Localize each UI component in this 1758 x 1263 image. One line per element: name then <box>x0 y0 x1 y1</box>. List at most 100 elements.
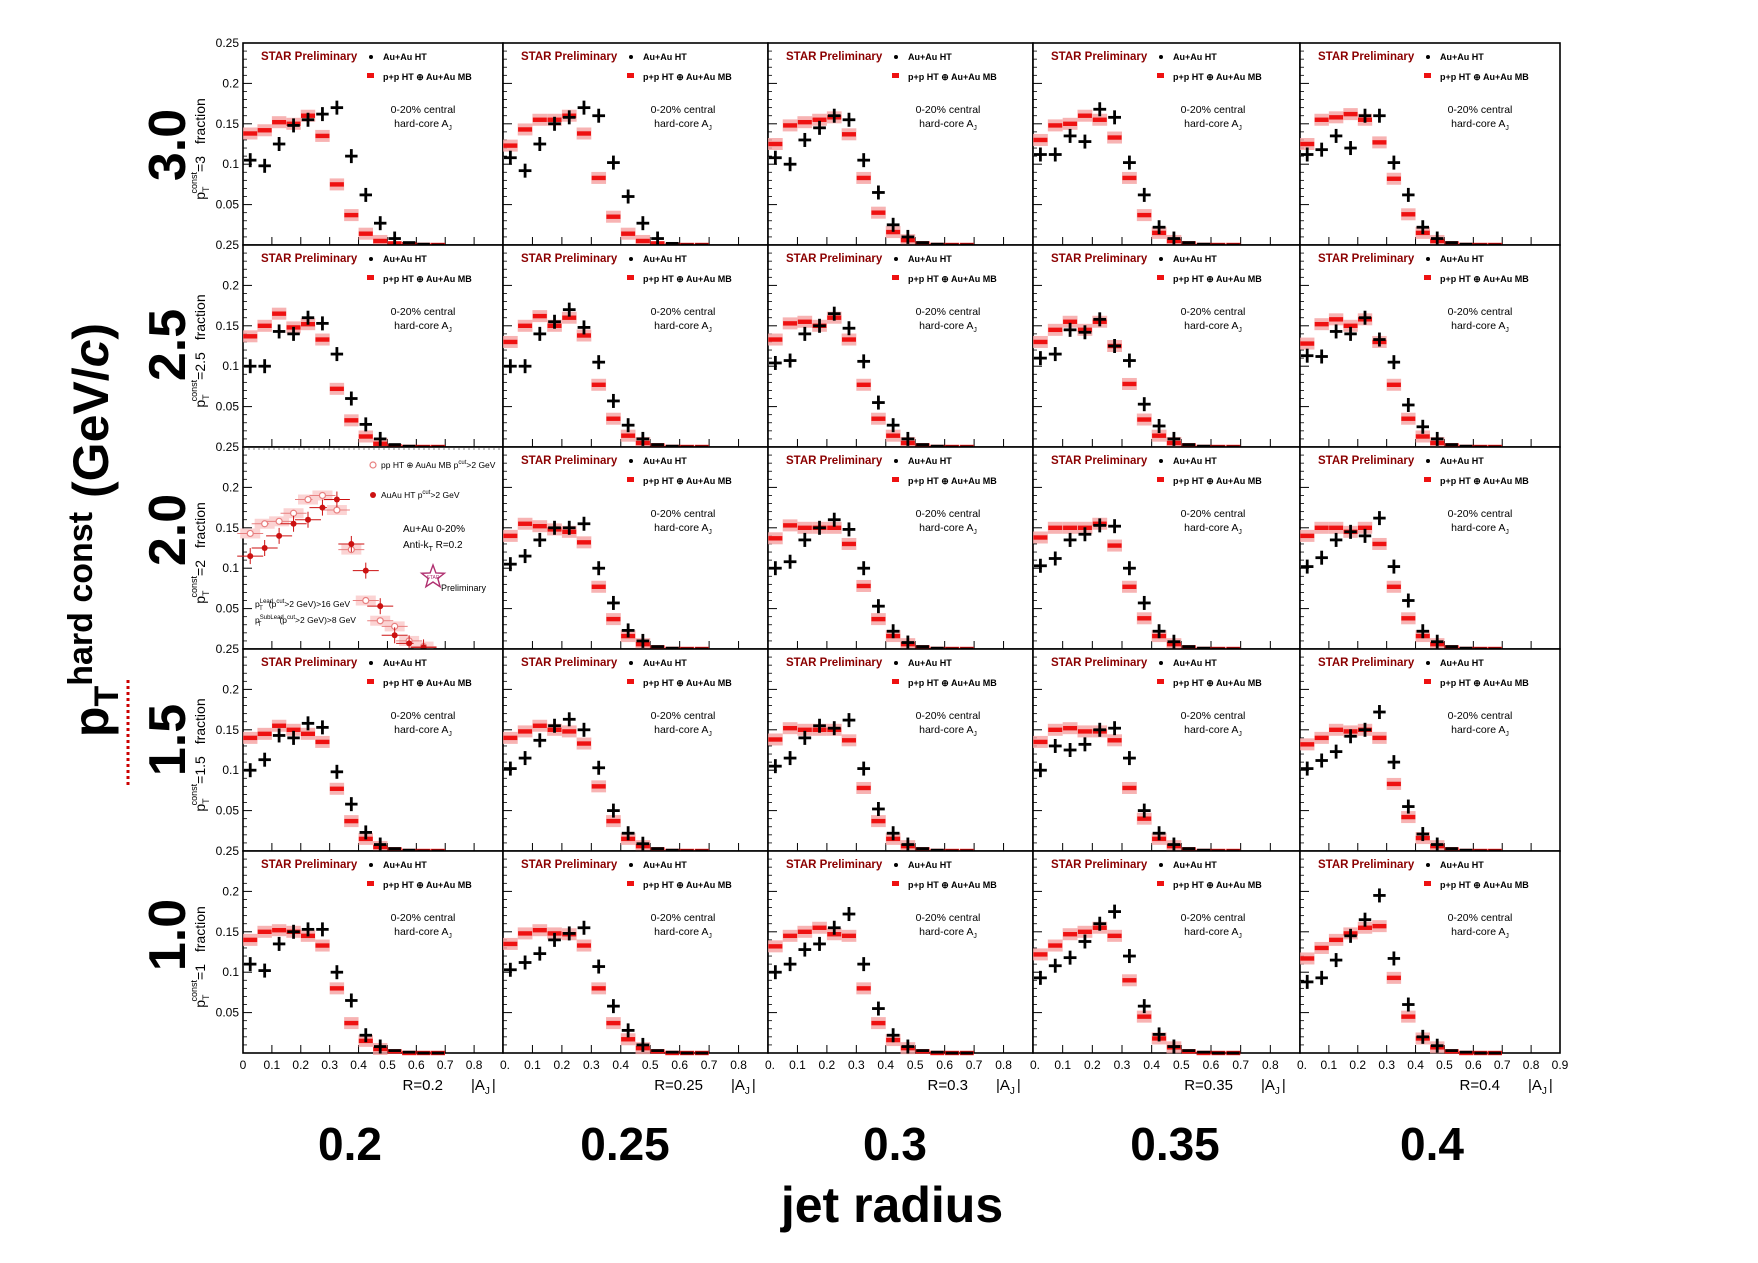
centrality-label: 0-20% central <box>651 710 716 722</box>
legend-pp-label: p+p HT ⊕ Au+Au MB <box>908 274 997 284</box>
legend-pp-label: p+p HT ⊕ Au+Au MB <box>1173 678 1262 688</box>
hardcore-label: hard-core AJ <box>1184 320 1242 334</box>
pp-point <box>1107 135 1122 140</box>
pp-point <box>606 1020 621 1026</box>
pp-point <box>344 1020 359 1026</box>
y-tick-label: 0.1 <box>222 157 239 171</box>
pp-point <box>768 944 783 949</box>
y-tick-label: 0.1 <box>222 965 239 979</box>
x-tick-label: 0.5 <box>1436 1058 1453 1072</box>
pp-point <box>856 986 871 991</box>
hardcore-label: hard-core AJ <box>919 724 977 738</box>
legacy-closed-point <box>391 632 398 639</box>
legend-pp-marker <box>892 679 899 684</box>
pp-point <box>1314 321 1329 327</box>
legend-pp-label: p+p HT ⊕ Au+Au MB <box>383 72 472 82</box>
pp-point <box>518 729 533 734</box>
legend-auau-marker <box>1426 459 1430 463</box>
y-tick-label: 0.05 <box>216 1006 240 1020</box>
y-tick-label: 0.25 <box>216 238 240 252</box>
pp-point <box>797 929 812 934</box>
panel-r4-c4: STAR Preliminary Au+Au HT p+p HT ⊕ Au+Au M… <box>1299 850 1569 1097</box>
x-tick-label: 0.4 <box>1143 1058 1160 1072</box>
legend-auau-marker <box>1426 863 1430 867</box>
legend-pp-marker <box>1424 679 1431 684</box>
col-label-0.2: 0.2 <box>318 1118 382 1170</box>
y-tick-label: 0.15 <box>216 925 240 939</box>
legacy-open-point <box>376 617 384 625</box>
pp-point <box>301 731 315 737</box>
panel-r3-c4: STAR Preliminary Au+Au HT p+p HT ⊕ Au+Au M… <box>1299 648 1561 854</box>
pp-point <box>576 943 591 948</box>
radius-tag: R=0.2 <box>403 1077 443 1094</box>
star-preliminary-label: STAR Preliminary <box>1318 859 1415 871</box>
pp-point <box>621 433 636 438</box>
panel-r3-c2: STAR Preliminary Au+Au HT p+p HT ⊕ Au+Au M… <box>767 648 1034 854</box>
x-tick-label: 0.7 <box>966 1058 983 1072</box>
pp-point <box>1343 111 1358 117</box>
panel-frame <box>767 42 1034 246</box>
centrality-label: 0-20% central <box>1448 306 1513 318</box>
x-tick-label: 0.9 <box>1552 1058 1569 1072</box>
panel-frame <box>1032 446 1301 650</box>
centrality-label: 0-20% central <box>1181 306 1246 318</box>
legend-pp-marker <box>1157 73 1164 78</box>
legend-auau-label: Au+Au HT <box>908 254 952 264</box>
centrality-label: 0-20% central <box>1181 710 1246 722</box>
star-preliminary-label: STAR Preliminary <box>786 657 883 669</box>
pp-point <box>606 214 621 219</box>
x-tick-label: 0.5 <box>642 1058 659 1072</box>
pp-point <box>503 339 518 345</box>
pp-point <box>1122 785 1137 791</box>
pp-point <box>344 212 359 218</box>
pp-point <box>871 210 886 215</box>
pp-point <box>1048 123 1063 128</box>
star-preliminary-label: STAR Preliminary <box>786 253 883 265</box>
x-tick-label: 0.3 <box>1114 1058 1131 1072</box>
pp-point <box>243 131 258 136</box>
legend-auau-label: Au+Au HT <box>908 456 952 466</box>
legend-auau-marker <box>629 863 633 867</box>
x-tick-label: 0.6 <box>1465 1058 1482 1072</box>
pp-point <box>1107 543 1122 548</box>
hardcore-label: hard-core AJ <box>654 320 712 334</box>
pp-point <box>1314 525 1329 530</box>
star-preliminary-label: STAR Preliminary <box>1318 51 1415 63</box>
legend-auau-marker <box>629 661 633 665</box>
star-preliminary-label: STAR Preliminary <box>1318 455 1415 467</box>
pp-point <box>1033 952 1048 957</box>
pp-point <box>871 416 886 421</box>
pp-point <box>1372 735 1387 741</box>
pp-point <box>1386 584 1401 589</box>
x-tick-label: 0.8 <box>730 1058 747 1072</box>
y-tick-label: 0.2 <box>222 480 239 494</box>
x-tick-label: 0.3 <box>848 1058 865 1072</box>
hardcore-label: hard-core AJ <box>654 522 712 536</box>
x-tick-label: 0.4 <box>350 1058 367 1072</box>
row-label-2.0: 2.0 <box>139 494 197 566</box>
legend-pp-marker <box>1424 275 1431 280</box>
x-tick-label: 0.5 <box>1173 1058 1190 1072</box>
pp-point <box>768 737 783 742</box>
pp-point <box>1033 739 1048 745</box>
pp-point <box>576 540 591 545</box>
legend-pp-marker <box>367 679 374 684</box>
pp-point <box>591 382 606 387</box>
panel-frame <box>1032 850 1301 1054</box>
y-axis-title: pThard const (GeV/c) <box>62 323 130 785</box>
legend-auau-marker <box>894 661 898 665</box>
star-preliminary-label: STAR Preliminary <box>786 455 883 467</box>
svg-text:pThard const(GeV/c): pThard const (GeV/c) <box>62 323 126 737</box>
legend-pp-marker <box>892 477 899 482</box>
legend-auau-label: Au+Au HT <box>908 658 952 668</box>
panel-y-title: pTconst=3 fraction <box>189 98 211 200</box>
centrality-label: 0-20% central <box>651 508 716 520</box>
panel-r0-c3: STAR Preliminary Au+Au HT p+p HT ⊕ Au+Au M… <box>1032 42 1301 248</box>
panel-r4-c3: STAR Preliminary Au+Au HT p+p HT ⊕ Au+Au M… <box>1032 850 1307 1097</box>
hardcore-label: hard-core AJ <box>919 320 977 334</box>
legacy-closed-point <box>247 553 254 560</box>
y-tick-label: 0.25 <box>216 440 240 454</box>
y-tick-label: 0.15 <box>216 319 240 333</box>
legend-pp-label: p+p HT ⊕ Au+Au MB <box>383 678 472 688</box>
